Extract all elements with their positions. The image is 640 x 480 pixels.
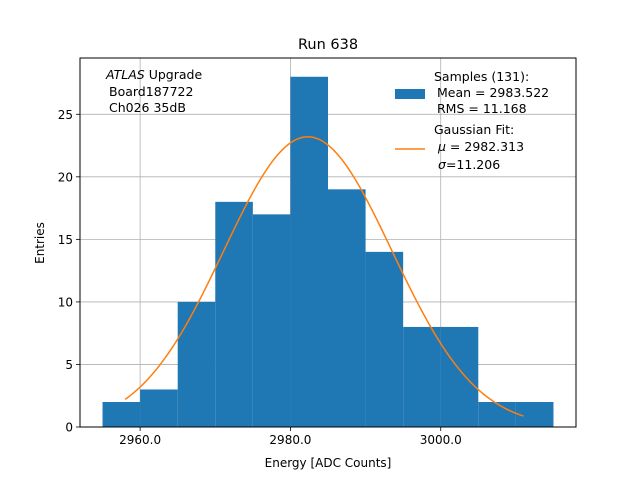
histogram-bars: [102, 76, 554, 428]
annotation-upgrade: Upgrade: [145, 67, 203, 82]
legend-mu-value: = 2982.313: [446, 139, 524, 154]
x-axis-ticks: 2960.0 2980.0 3000.0: [119, 427, 462, 447]
y-tick-label: 25: [58, 108, 73, 122]
histogram-bar: [177, 301, 216, 427]
legend-samples-line-2: Mean = 2983.522: [437, 85, 549, 100]
chart-title: Run 638: [298, 37, 358, 53]
histogram-bar: [478, 401, 516, 427]
gaussian-fit-layer: [124, 136, 524, 417]
legend-sigma-symbol: σ: [438, 157, 447, 172]
legend-samples-swatch: [395, 89, 425, 99]
y-tick-label: 20: [58, 170, 73, 184]
legend-sigma-value: =11.206: [446, 157, 500, 172]
histogram-bar: [140, 389, 178, 427]
annotation-line-1: ATLAS Upgrade: [105, 67, 202, 82]
histogram-bar: [515, 401, 554, 427]
y-tick-label: 10: [58, 295, 73, 309]
histogram-bar: [102, 401, 141, 427]
legend-fit-line-1: Gaussian Fit:: [434, 122, 514, 137]
histogram-bar: [403, 326, 441, 427]
annotation-line-2: Board187722: [109, 84, 193, 99]
x-tick-label: 2960.0: [119, 433, 161, 447]
y-tick-label: 15: [58, 233, 73, 247]
histogram-bar: [365, 251, 404, 427]
y-axis-label: Entries: [33, 222, 47, 264]
histogram-bar: [328, 189, 366, 427]
annotation-block: ATLAS Upgrade Board187722 Ch026 35dB: [105, 67, 202, 115]
axes-frame: [79, 57, 577, 428]
y-axis-ticks: 0 5 10 15 20 25: [58, 108, 80, 435]
histogram-bar: [215, 201, 253, 427]
histogram-bar: [290, 76, 328, 428]
legend-samples-line-3: RMS = 11.168: [437, 101, 527, 116]
x-axis-label: Energy [ADC Counts]: [265, 456, 392, 470]
x-tick-label: 2980.0: [269, 433, 311, 447]
gaussian-fit-curve: [124, 136, 524, 417]
legend: Samples (131): Mean = 2983.522 RMS = 11.…: [395, 69, 549, 172]
x-tick-label: 3000.0: [420, 433, 462, 447]
annotation-atlas: ATLAS: [105, 67, 145, 82]
annotation-line-3: Ch026 35dB: [109, 100, 186, 115]
legend-fit-line-2: μ = 2982.313: [437, 139, 524, 154]
histogram-bar: [252, 214, 291, 427]
legend-fit-line-3: σ=11.206: [438, 157, 500, 172]
y-tick-label: 5: [65, 358, 73, 372]
legend-mu-symbol: μ: [437, 139, 446, 154]
histogram-bar: [440, 326, 479, 427]
y-tick-label: 0: [65, 421, 73, 435]
legend-samples-line-1: Samples (131):: [434, 69, 529, 84]
